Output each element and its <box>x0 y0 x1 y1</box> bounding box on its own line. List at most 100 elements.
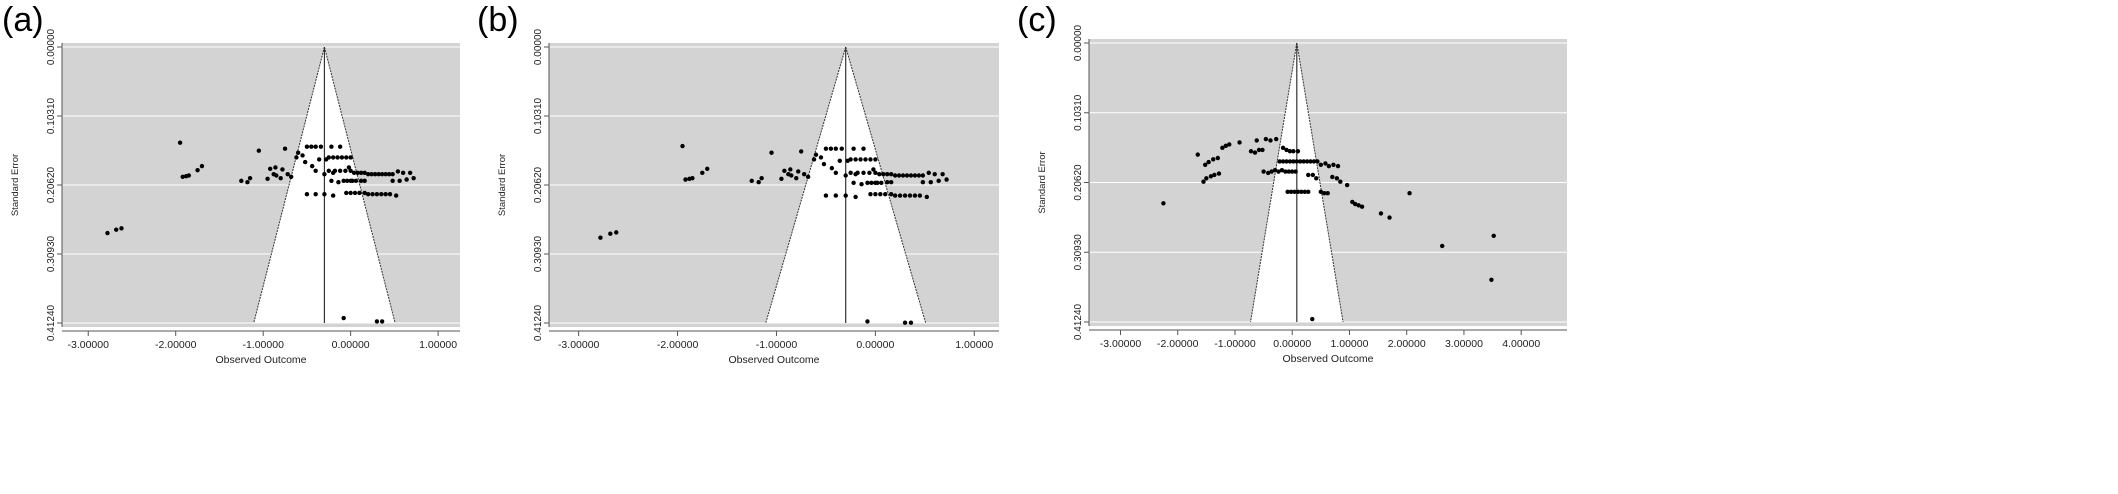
x-tick-label: 0.00000 <box>332 339 370 351</box>
data-point <box>1265 170 1271 176</box>
data-point <box>801 171 807 177</box>
data-point <box>932 171 937 177</box>
y-tick-label: 0.10310 <box>1073 94 1084 131</box>
data-point <box>341 315 346 321</box>
data-point <box>273 165 278 170</box>
data-point <box>1491 233 1496 239</box>
data-point <box>379 319 385 324</box>
data-point <box>247 175 253 181</box>
data-point <box>811 157 817 162</box>
data-point <box>1322 190 1327 196</box>
y-axis-title: Standard Error <box>497 154 508 216</box>
funnel-right-edge <box>1296 42 1344 323</box>
data-point <box>1248 149 1254 154</box>
data-point <box>1291 149 1296 154</box>
data-point <box>177 140 183 145</box>
data-point <box>868 157 873 162</box>
x-axis-title: Observed Outcome <box>215 354 306 366</box>
data-point <box>853 157 858 162</box>
data-point <box>614 230 619 235</box>
data-point <box>295 150 301 155</box>
data-point <box>337 168 343 174</box>
data-point <box>282 146 288 151</box>
data-point <box>346 165 352 170</box>
data-point <box>365 192 371 197</box>
y-tick-label: 0.20620 <box>533 166 544 203</box>
data-point <box>851 146 856 151</box>
data-point <box>195 167 200 173</box>
data-point <box>1288 189 1294 195</box>
data-point <box>789 173 794 178</box>
funnel-plot-c: 0.00000 0.10310 0.20620 0.30930 0.41240 -3.00… <box>1037 24 1567 365</box>
y-tick-label: 0.30930 <box>533 235 544 272</box>
data-point <box>1335 163 1341 169</box>
data-point <box>885 179 890 185</box>
data-point <box>1280 145 1286 151</box>
data-point <box>1203 162 1208 167</box>
data-point <box>1268 138 1273 143</box>
data-point <box>1314 176 1319 181</box>
x-tick-label: -3.00000 <box>558 339 600 351</box>
data-point <box>1237 140 1242 145</box>
data-point <box>288 174 294 180</box>
data-point <box>411 175 416 181</box>
data-point <box>756 179 761 185</box>
data-point <box>833 170 839 176</box>
data-point <box>908 320 914 325</box>
y-tick-label: 0.00000 <box>46 28 57 65</box>
data-point <box>1306 189 1311 195</box>
data-point <box>912 173 918 178</box>
data-point <box>944 177 949 182</box>
data-point <box>390 178 395 184</box>
data-point <box>1331 162 1336 167</box>
data-point <box>848 170 853 176</box>
data-point <box>924 194 930 200</box>
data-point <box>879 180 884 186</box>
data-point <box>833 146 839 151</box>
data-point <box>1315 159 1320 164</box>
data-point <box>897 193 903 198</box>
data-point <box>1356 203 1361 208</box>
data-point <box>326 168 331 174</box>
data-point <box>1334 176 1340 181</box>
data-point <box>823 146 829 151</box>
data-point <box>705 166 710 172</box>
data-point <box>1306 172 1311 178</box>
funnel-panel-a: (a) 0.00000 0.10310 0.20620 0.30930 0.41240-… <box>0 0 706 494</box>
data-point <box>322 171 327 177</box>
data-point <box>888 192 894 197</box>
data-point <box>867 170 872 176</box>
data-point <box>1261 169 1266 174</box>
data-point <box>878 192 883 197</box>
data-point <box>379 171 385 177</box>
data-point <box>1284 147 1289 153</box>
data-point <box>374 319 380 324</box>
x-tick-label: 1.00000 <box>955 339 993 351</box>
data-point <box>700 170 705 176</box>
data-point <box>348 168 353 174</box>
data-point <box>1256 147 1262 153</box>
data-point <box>280 167 285 172</box>
x-tick-label: -1.00000 <box>1214 338 1256 350</box>
data-point <box>1252 150 1258 155</box>
data-point <box>1212 172 1217 178</box>
data-point <box>1263 136 1269 142</box>
data-point <box>1284 159 1289 164</box>
x-tick-label: 0.00000 <box>1273 338 1311 350</box>
x-tick-label: -3.00000 <box>68 339 110 351</box>
data-point <box>1161 201 1166 206</box>
data-point <box>1290 169 1295 174</box>
data-point <box>888 179 894 185</box>
data-point <box>873 170 878 176</box>
data-point <box>362 170 367 176</box>
data-point <box>1260 147 1265 153</box>
data-point <box>114 227 119 232</box>
data-point <box>1293 169 1298 174</box>
data-point <box>769 150 774 155</box>
data-point <box>1407 190 1412 196</box>
data-point <box>1216 171 1222 176</box>
data-point <box>896 173 902 178</box>
data-point <box>690 175 695 181</box>
data-point <box>883 192 888 197</box>
data-point <box>1326 163 1332 169</box>
